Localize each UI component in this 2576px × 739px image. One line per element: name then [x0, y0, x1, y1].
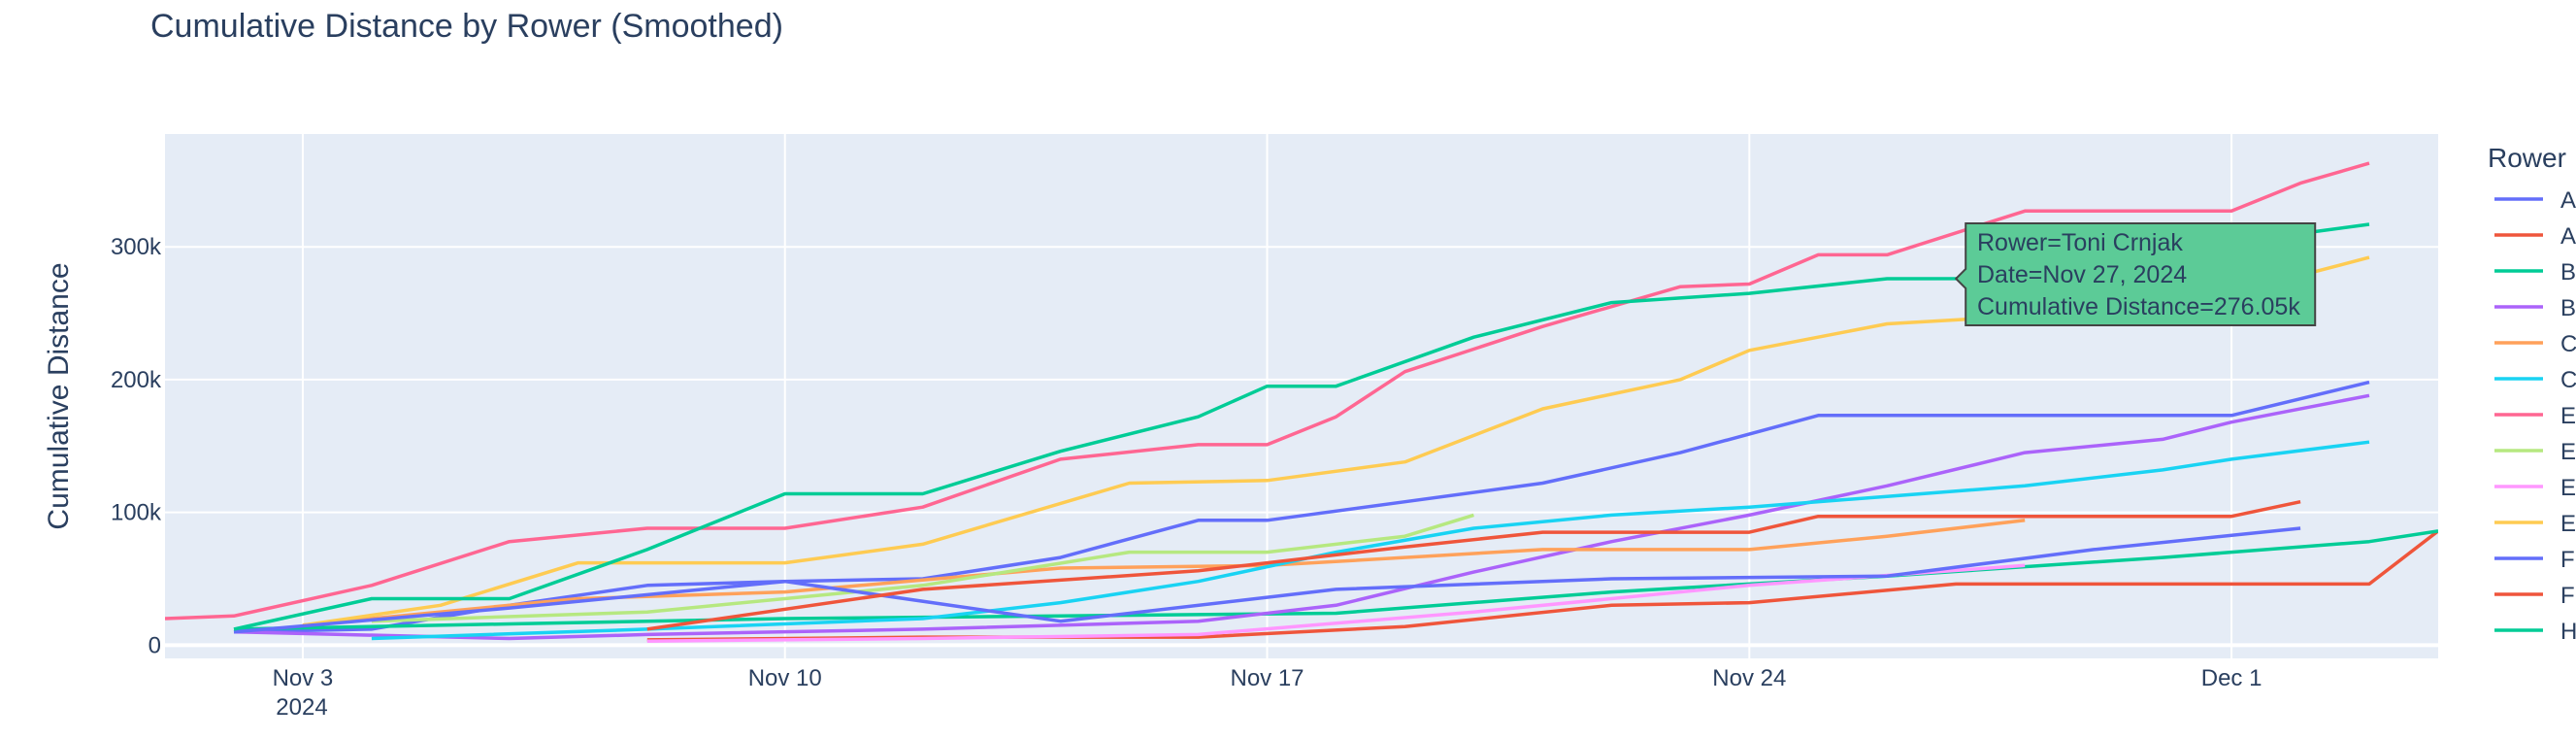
legend-title: Rower	[2488, 143, 2566, 173]
legend-item-label[interactable]: A	[2560, 223, 2576, 250]
y-tick-label: 300k	[111, 234, 162, 260]
y-axis-title: Cumulative Distance	[43, 262, 75, 529]
hover-rower-text: Rower=Toni Crnjak	[1977, 229, 2183, 256]
x-tick-label: Nov 24	[1712, 665, 1786, 691]
legend-item-label[interactable]: F	[2560, 547, 2575, 573]
series-line-7[interactable]	[371, 513, 1474, 623]
series-line-0[interactable]	[233, 380, 2370, 634]
hover-tooltip-box	[1954, 222, 2317, 326]
x-axis-year-label: 2024	[276, 694, 327, 721]
series-line-6[interactable]	[165, 161, 2370, 621]
legend-item-label[interactable]: E	[2560, 475, 2576, 501]
legend-item-label[interactable]: C	[2560, 331, 2576, 357]
legend-item-label[interactable]: B	[2560, 259, 2576, 286]
chart-title: Cumulative Distance by Rower (Smoothed)	[150, 8, 783, 45]
x-tick-label: Nov 10	[748, 665, 822, 691]
legend-item-label[interactable]: F	[2560, 583, 2575, 609]
y-axis-ticks: 0 100k 200k 300k	[111, 234, 162, 658]
hover-date-text: Date=Nov 27, 2024	[1977, 261, 2187, 288]
legend-item-label[interactable]: E	[2560, 511, 2576, 537]
plot-area[interactable]	[165, 134, 2438, 658]
hover-tooltip: Rower=Toni Crnjak Date=Nov 27, 2024 Cumu…	[1954, 222, 2317, 326]
legend-item-label[interactable]: H	[2560, 619, 2576, 645]
legend-item-label[interactable]: A	[2560, 187, 2576, 214]
x-axis-ticks: Nov 3 Nov 10 Nov 17 Nov 24 Dec 1	[273, 665, 2262, 691]
hover-value-text: Cumulative Distance=276.05k	[1977, 293, 2300, 320]
series-line-2[interactable]	[233, 529, 2438, 631]
series-line-8[interactable]	[646, 563, 2026, 643]
y-tick-label: 0	[149, 632, 161, 658]
series-line-11[interactable]	[646, 499, 2301, 631]
series-line-5[interactable]	[371, 440, 2370, 641]
x-tick-label: Nov 3	[273, 665, 334, 691]
series-line-3[interactable]	[233, 393, 2370, 641]
legend-item-label[interactable]: C	[2560, 367, 2576, 393]
y-tick-label: 100k	[111, 500, 162, 526]
x-tick-label: Nov 17	[1230, 665, 1304, 691]
legend-item-label[interactable]: E	[2560, 439, 2576, 465]
legend-item-label[interactable]: E	[2560, 403, 2576, 429]
legend-item-label[interactable]: B	[2560, 295, 2576, 321]
series-line-10[interactable]	[233, 526, 2301, 634]
y-tick-label: 200k	[111, 367, 162, 393]
x-tick-label: Dec 1	[2201, 665, 2262, 691]
